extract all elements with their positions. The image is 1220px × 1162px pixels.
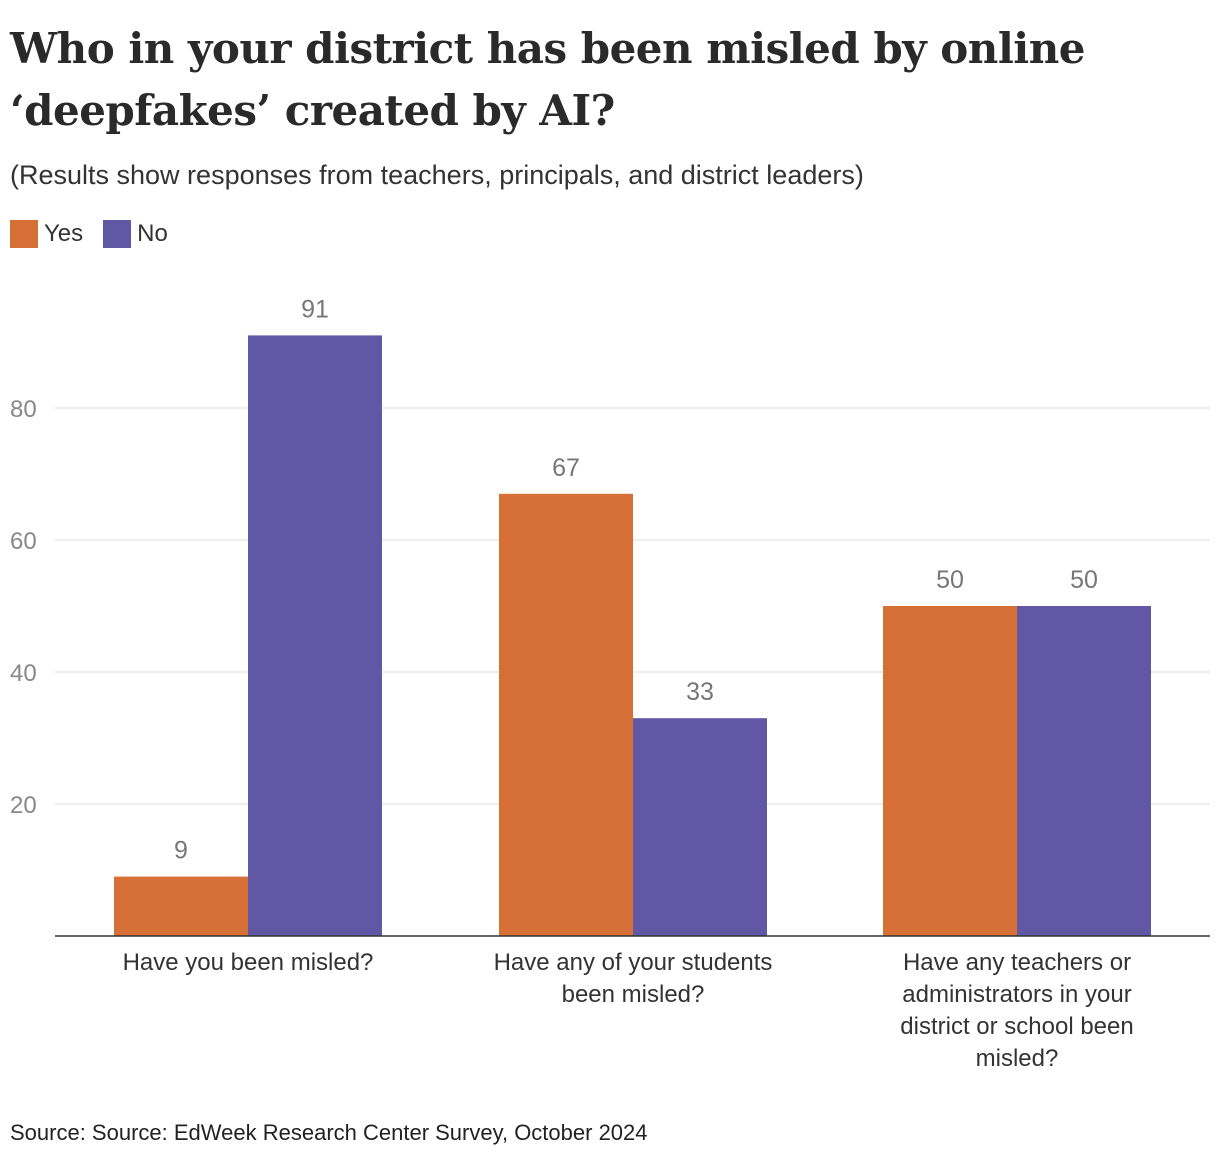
legend-swatch-no (103, 220, 132, 248)
legend-item-no: No (103, 220, 168, 248)
value-label-yes-0: 9 (174, 837, 188, 865)
value-label-no-0: 91 (301, 295, 329, 323)
legend-label-no: No (137, 220, 168, 247)
category-label-line: Have any of your students (494, 949, 773, 976)
bar-no-1 (633, 718, 767, 936)
y-tick-label-80: 80 (10, 396, 37, 423)
legend-item-yes: Yes (10, 220, 83, 248)
bar-yes-2 (883, 606, 1017, 936)
legend-label-yes: Yes (44, 220, 84, 247)
category-label-line: misled? (976, 1045, 1059, 1072)
category-label-line: Have any teachers or (903, 949, 1131, 976)
bar-no-2 (1017, 606, 1151, 936)
legend-swatch-yes (10, 220, 38, 248)
category-label-line: Have you been misled? (123, 949, 374, 976)
source-note: Source: Source: EdWeek Research Center S… (10, 1120, 648, 1145)
category-label-0: Have you been misled? (123, 949, 374, 976)
value-label-no-2: 50 (1070, 566, 1098, 594)
value-label-yes-1: 67 (552, 454, 580, 482)
chart-subtitle: (Results show responses from teachers, p… (10, 160, 864, 190)
y-tick-label-40: 40 (10, 660, 37, 687)
category-label-1: Have any of your students been misled? (494, 949, 773, 1008)
category-label-2: Have any teachers or administrators in yo… (900, 949, 1133, 1072)
value-label-no-1: 33 (686, 678, 714, 706)
bar-yes-0 (114, 876, 248, 936)
bar-yes-1 (499, 493, 633, 936)
category-label-line: administrators in your (902, 981, 1131, 1008)
legend: Yes No (10, 220, 188, 248)
y-tick-label-60: 60 (10, 528, 37, 555)
bar-chart: 20 40 60 80 9 67 50 91 33 50 Have you been misled?… (10, 295, 1210, 1072)
category-label-line: district or school been (900, 1013, 1133, 1040)
category-label-line: been misled? (562, 981, 705, 1008)
chart-title: Who in your district has been misled by … (10, 24, 1086, 135)
y-tick-label-20: 20 (10, 792, 37, 819)
bar-no-0 (248, 335, 382, 936)
value-label-yes-2: 50 (936, 566, 964, 594)
